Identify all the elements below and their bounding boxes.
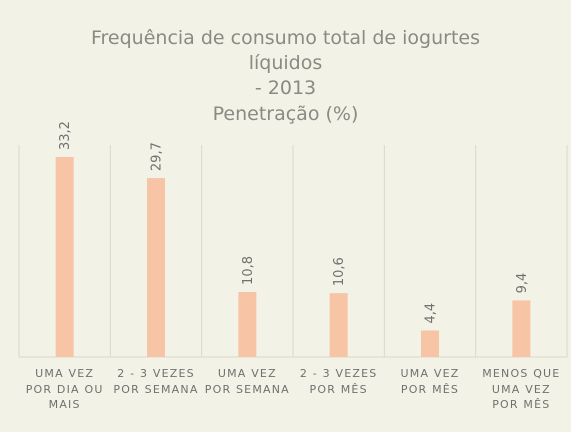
x-tick-label: UMA VEZ POR SEMANA (201, 366, 293, 397)
bar (238, 291, 257, 357)
x-tick-label-line: UMA VEZ (35, 367, 95, 380)
bar (55, 157, 74, 357)
x-tick-label-line: MENOS QUE (482, 367, 561, 380)
x-tick-label-line: 2 - 3 VEZES (117, 367, 195, 380)
data-label: 10,8 (241, 256, 256, 285)
x-tick-label-line: POR MÊS (492, 398, 551, 411)
chart-title-line-3: - 2013 (254, 77, 317, 99)
x-tick-label-line: MAIS (48, 398, 81, 411)
x-tick-label-line: POR MÊS (309, 382, 368, 396)
data-label: 10,6 (332, 257, 347, 286)
bar (329, 293, 348, 357)
x-tick-label-line: UMA VEZ (400, 367, 460, 380)
x-tick-label: UMA VEZ POR DIA OU MAIS (19, 366, 111, 413)
x-tick-label-line: POR MÊS (400, 382, 460, 396)
data-label: 4,4 (424, 303, 439, 324)
data-label: 9,4 (515, 273, 530, 294)
x-tick-label-line: UMA VEZ (217, 367, 277, 380)
bar (421, 330, 439, 357)
x-tick-label: 2 - 3 VEZES POR MÊS (293, 366, 385, 397)
bar (147, 178, 165, 357)
data-label: 29,7 (150, 142, 165, 171)
x-tick-label-line: POR DIA OU (25, 382, 104, 396)
x-tick-label: 2 - 3 VEZES POR SEMANA (110, 366, 202, 397)
x-tick-label-line: UMA VEZ (491, 382, 551, 396)
data-label: 33,2 (58, 121, 73, 150)
x-tick-label: MENOS QUE UMA VEZ POR MÊS (475, 366, 567, 413)
bar (512, 300, 531, 357)
chart-title-line-4: Penetração (%) (212, 103, 359, 125)
x-tick-label: UMA VEZ POR MÊS (384, 366, 476, 397)
x-tick-label-line: POR SEMANA (113, 382, 199, 396)
chart-title-line-2: líquidos (248, 52, 323, 74)
chart-title-line-1: Frequência de consumo total de iogurtes (90, 27, 481, 49)
x-tick-label-line: POR SEMANA (204, 382, 290, 396)
x-tick-label-line: 2 - 3 VEZES (299, 367, 378, 380)
